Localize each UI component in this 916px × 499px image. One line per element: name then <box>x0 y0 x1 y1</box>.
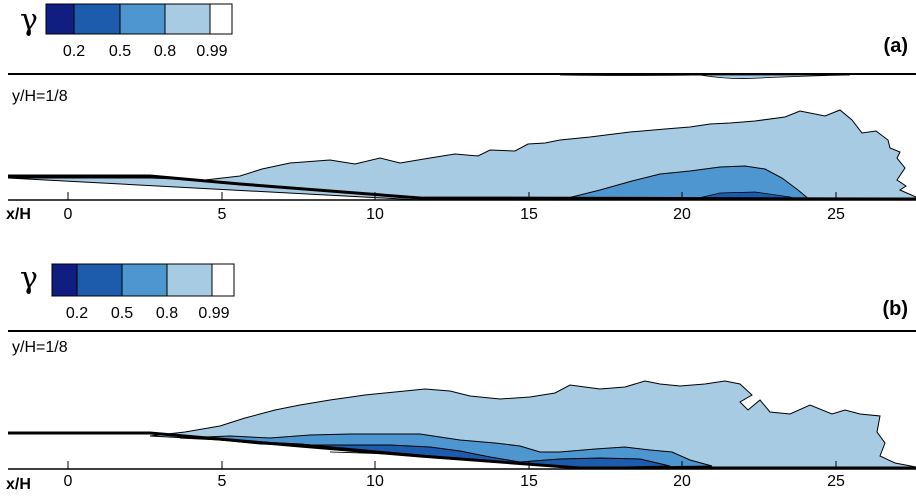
x-axis-label-b: x/H <box>6 476 31 493</box>
x-ticks-b <box>67 461 837 469</box>
x-tick-label-a-0: 0 <box>64 206 73 223</box>
legend-b: γ 0.2 0.5 0.8 0.99 <box>20 261 235 322</box>
legend-level-1: 0.2 <box>63 43 85 60</box>
legend-swatch-1 <box>45 3 75 35</box>
x-tick-label-b-4: 20 <box>673 473 691 490</box>
legend-level-b-4: 0.99 <box>198 305 229 322</box>
x-ticks-a <box>67 192 837 200</box>
position-label-a: y/H=1/8 <box>12 88 68 105</box>
legend-swatch-3 <box>119 3 166 35</box>
legend-swatch-2 <box>73 3 121 35</box>
legend-swatch-b-2 <box>76 263 123 297</box>
x-tick-label-b-5: 25 <box>827 473 845 490</box>
x-tick-label-b-1: 5 <box>218 473 227 490</box>
x-tick-label-a-1: 5 <box>218 206 227 223</box>
legend-level-b-2: 0.5 <box>111 305 133 322</box>
wedge-b <box>8 431 916 470</box>
legend-swatch-b-4 <box>166 263 213 297</box>
legend-gamma-symbol-b: γ <box>20 261 38 296</box>
legend-swatch-4 <box>164 3 211 35</box>
legend-level-b-3: 0.8 <box>156 305 178 322</box>
legend-level-4: 0.99 <box>196 43 227 60</box>
x-tick-label-a-2: 10 <box>366 206 384 223</box>
legend-gamma-symbol: γ <box>20 3 38 38</box>
x-tick-label-b-0: 0 <box>64 473 73 490</box>
panel-b: γ 0.2 0.5 0.8 0.99 (b) y/H=1/8 <box>6 261 916 493</box>
contour-band-0.8-a <box>559 165 812 201</box>
legend-level-3: 0.8 <box>154 43 176 60</box>
x-tick-label-a-5: 25 <box>827 206 845 223</box>
legend-a: γ 0.2 0.5 0.8 0.99 <box>20 3 233 60</box>
x-tick-label-a-3: 15 <box>520 206 538 223</box>
x-tick-label-b-2: 10 <box>366 473 384 490</box>
position-label-b: y/H=1/8 <box>12 339 68 356</box>
legend-swatch-b-3 <box>121 263 168 297</box>
x-tick-label-a-4: 20 <box>673 206 691 223</box>
panel-a: γ 0.2 0.5 0.8 0.99 (a) y/H=1/8 <box>6 3 916 223</box>
legend-swatch-b-1 <box>51 263 78 297</box>
panel-label-b: (b) <box>882 298 908 320</box>
panel-label-a: (a) <box>884 35 908 57</box>
x-tick-label-b-3: 15 <box>520 473 538 490</box>
legend-swatch-5 <box>209 3 233 35</box>
legend-level-b-1: 0.2 <box>66 305 88 322</box>
top-wall-contour-a <box>559 74 851 79</box>
legend-level-2: 0.5 <box>109 43 131 60</box>
legend-swatch-b-5 <box>211 263 235 297</box>
wedge-a <box>8 174 916 201</box>
x-axis-label-a: x/H <box>6 206 31 223</box>
